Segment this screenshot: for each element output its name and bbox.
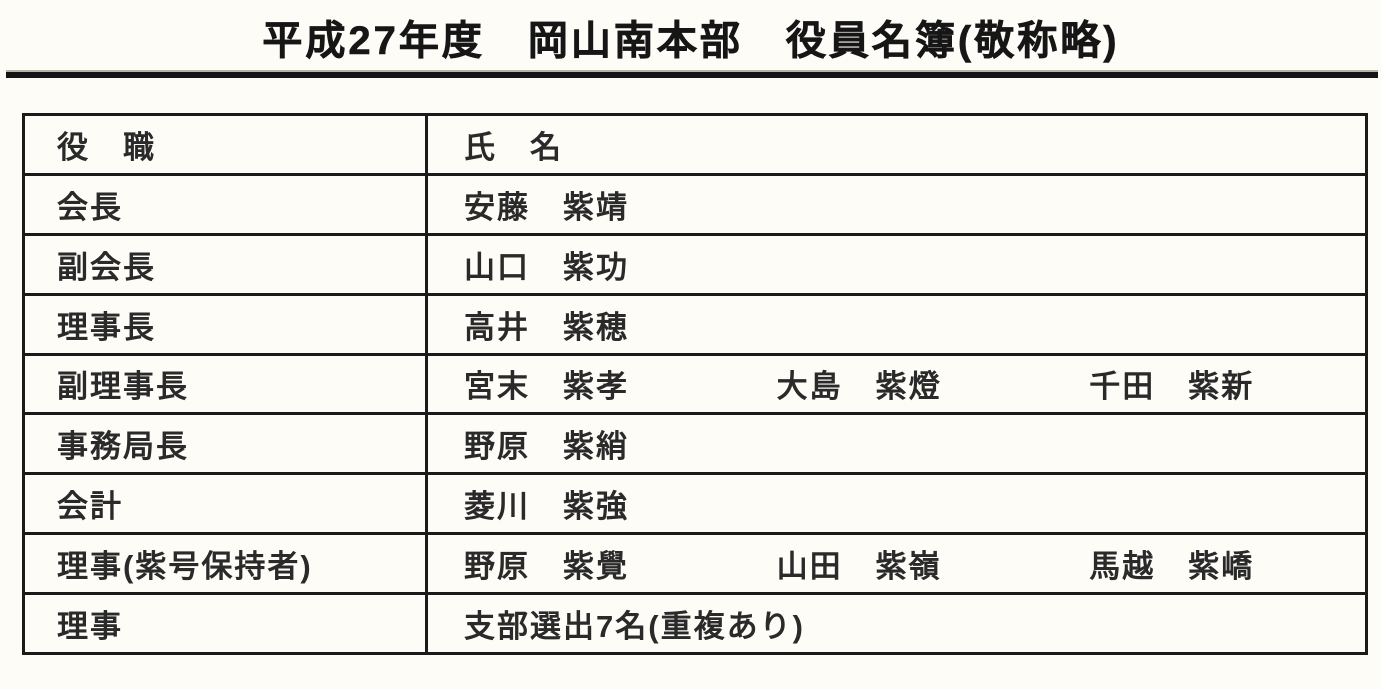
officer-name: 山田 紫嶺 — [776, 549, 942, 585]
document-title: 平成27年度 岡山南本部 役員名簿(敬称略) — [262, 19, 1120, 64]
officer-name: 高井 紫穂 — [464, 309, 629, 345]
officer-name: 宮末 紫孝 — [464, 369, 629, 405]
officer-name: 安藤 紫靖 — [464, 189, 629, 225]
name-cell: 高井 紫穂 — [425, 292, 1368, 356]
table-row: 会長 安藤 紫靖 — [22, 172, 1368, 236]
table-header-row: 役 職 氏 名 — [22, 113, 1368, 176]
role-cell: 副会長 — [22, 232, 428, 296]
name-cell: 宮末 紫孝 大島 紫燈 千田 紫新 — [425, 352, 1368, 416]
role-cell: 理事 — [22, 592, 428, 655]
table-row: 理事長 高井 紫穂 — [22, 292, 1368, 356]
role-cell: 事務局長 — [22, 412, 428, 476]
title-underline-rule — [6, 70, 1378, 78]
table-row: 理事 支部選出7名(重複あり) — [22, 592, 1368, 655]
table-row: 副会長 山口 紫功 — [22, 232, 1368, 296]
officer-name: 千田 紫新 — [1089, 369, 1255, 405]
role-cell: 会計 — [22, 472, 428, 536]
name-cell: 安藤 紫靖 — [425, 172, 1368, 236]
table-row: 事務局長 野原 紫綃 — [22, 412, 1368, 476]
role-cell: 副理事長 — [22, 352, 428, 416]
header-role: 役 職 — [22, 113, 428, 176]
officer-roster-table: 役 職 氏 名 会長 安藤 紫靖 副会長 山口 紫功 理事長 高井 紫穂 — [22, 113, 1368, 655]
name-cell: 支部選出7名(重複あり) — [425, 592, 1368, 655]
officer-name: 山口 紫功 — [464, 249, 629, 285]
name-cell: 野原 紫綃 — [425, 412, 1368, 476]
officer-name: 大島 紫燈 — [776, 369, 942, 405]
name-cell: 菱川 紫強 — [425, 472, 1368, 536]
name-cell: 山口 紫功 — [425, 232, 1368, 296]
officer-name: 菱川 紫強 — [464, 489, 629, 525]
name-cell: 野原 紫覺 山田 紫嶺 馬越 紫嶠 — [425, 532, 1368, 595]
table-row: 副理事長 宮末 紫孝 大島 紫燈 千田 紫新 — [22, 352, 1368, 416]
role-cell: 会長 — [22, 172, 428, 236]
role-cell: 理事(紫号保持者) — [22, 532, 428, 595]
header-name: 氏 名 — [425, 113, 1368, 176]
officer-name: 野原 紫綃 — [464, 429, 629, 465]
officer-note: 支部選出7名(重複あり) — [464, 609, 805, 644]
table-row: 理事(紫号保持者) 野原 紫覺 山田 紫嶺 馬越 紫嶠 — [22, 532, 1368, 595]
officer-name: 馬越 紫嶠 — [1089, 549, 1255, 585]
table-row: 会計 菱川 紫強 — [22, 472, 1368, 536]
role-cell: 理事長 — [22, 292, 428, 356]
officer-name: 野原 紫覺 — [464, 549, 629, 585]
